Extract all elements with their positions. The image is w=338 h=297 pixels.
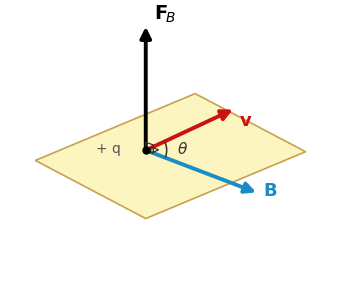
Text: $\theta$: $\theta$ [177, 141, 188, 157]
Text: + q: + q [96, 142, 120, 156]
Text: $\mathbf{v}$: $\mathbf{v}$ [239, 113, 252, 130]
Text: $\mathbf{F}_{\!\mathit{B}}$: $\mathbf{F}_{\!\mathit{B}}$ [154, 4, 176, 25]
Text: $\mathbf{B}$: $\mathbf{B}$ [263, 182, 278, 200]
Polygon shape [35, 94, 306, 219]
